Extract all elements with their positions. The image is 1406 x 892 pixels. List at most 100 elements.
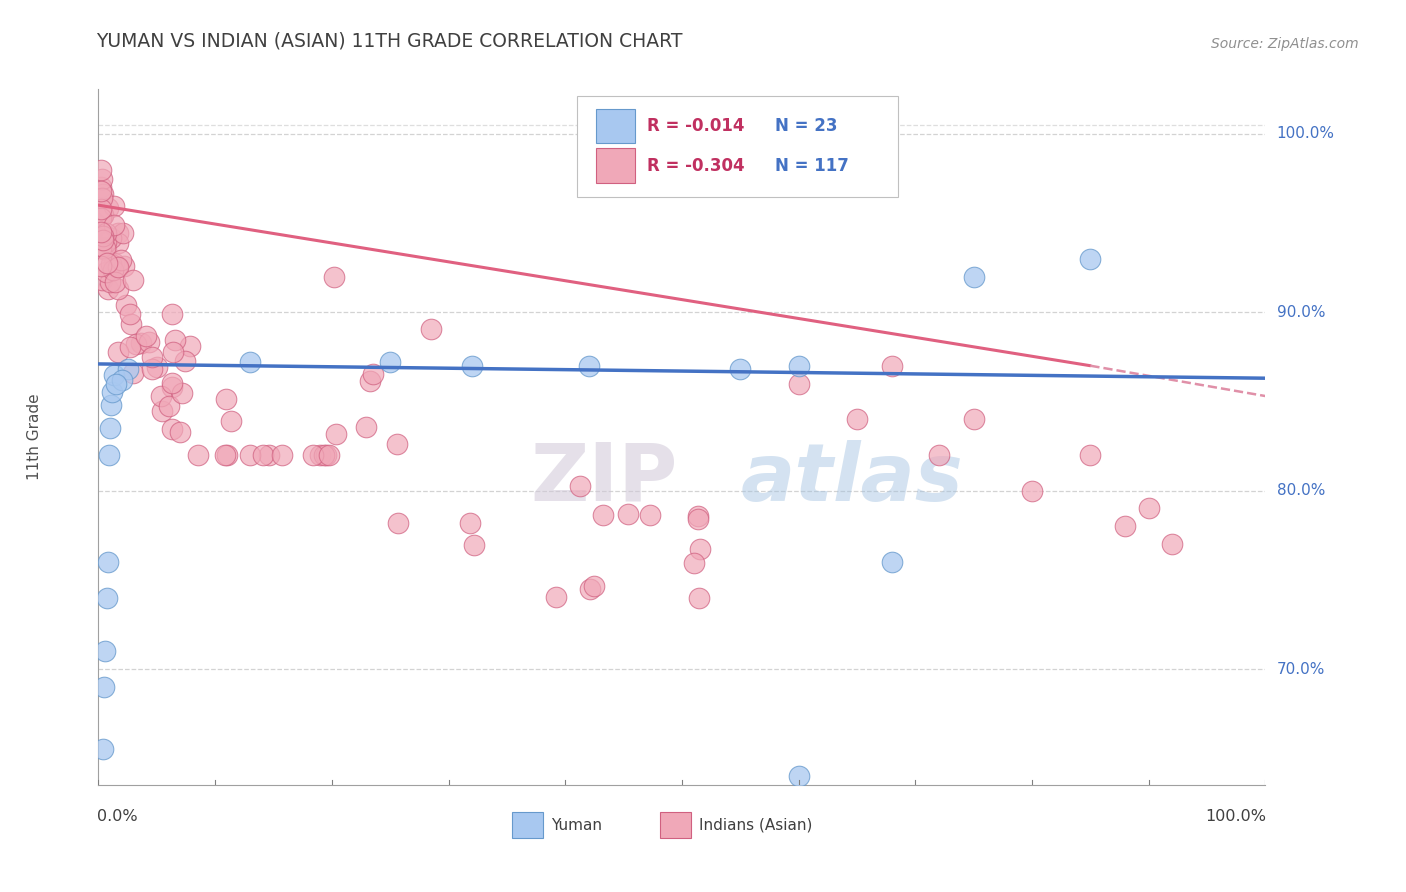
Point — [90, 172, 112, 186]
Point — [1161, 537, 1184, 551]
Point — [125, 337, 148, 351]
Point — [107, 260, 129, 274]
Point — [90, 203, 112, 218]
Point — [162, 345, 184, 359]
Point — [380, 355, 402, 369]
Text: Indians (Asian): Indians (Asian) — [699, 818, 813, 833]
Point — [163, 333, 186, 347]
Point — [90, 225, 112, 239]
Point — [215, 392, 238, 406]
Point — [583, 579, 606, 593]
Point — [683, 556, 706, 570]
Point — [962, 412, 984, 426]
Text: atlas: atlas — [741, 440, 963, 518]
Point — [100, 230, 122, 244]
Point — [98, 421, 121, 435]
Point — [387, 437, 409, 451]
Point — [928, 448, 950, 462]
Point — [689, 541, 711, 556]
Point — [270, 448, 292, 462]
Point — [122, 367, 145, 381]
Point — [117, 362, 139, 376]
Point — [219, 414, 242, 428]
Point — [90, 202, 112, 216]
Point — [179, 339, 201, 353]
Point — [91, 273, 114, 287]
Point — [361, 367, 384, 381]
Point — [93, 680, 115, 694]
Point — [90, 211, 112, 225]
Text: 100.0%: 100.0% — [1277, 127, 1334, 141]
Point — [118, 307, 141, 321]
Point — [120, 317, 142, 331]
Point — [97, 555, 120, 569]
Text: YUMAN VS INDIAN (ASIAN) 11TH GRADE CORRELATION CHART: YUMAN VS INDIAN (ASIAN) 11TH GRADE CORRE… — [96, 32, 682, 51]
Point — [138, 335, 160, 350]
Point — [96, 226, 118, 240]
Point — [308, 448, 330, 462]
Point — [105, 260, 128, 274]
Point — [91, 208, 114, 222]
Point — [110, 253, 132, 268]
Point — [1080, 448, 1102, 462]
Point — [578, 359, 600, 373]
Text: 90.0%: 90.0% — [1277, 305, 1324, 319]
Point — [100, 257, 122, 271]
Point — [93, 231, 115, 245]
Point — [787, 769, 810, 783]
Point — [107, 226, 129, 240]
Point — [111, 226, 134, 240]
Point — [90, 241, 112, 255]
Point — [846, 412, 869, 426]
Point — [112, 259, 135, 273]
Point — [103, 219, 125, 233]
Point — [146, 359, 169, 374]
Point — [107, 282, 129, 296]
FancyBboxPatch shape — [596, 109, 636, 144]
Point — [141, 350, 163, 364]
Text: Source: ZipAtlas.com: Source: ZipAtlas.com — [1211, 37, 1358, 51]
Point — [160, 307, 183, 321]
Point — [1080, 252, 1102, 266]
Point — [169, 425, 191, 439]
Point — [94, 244, 117, 258]
Point — [90, 184, 112, 198]
Point — [592, 508, 614, 522]
Point — [103, 199, 125, 213]
Point — [90, 163, 112, 178]
Point — [419, 321, 441, 335]
Text: 0.0%: 0.0% — [97, 809, 138, 824]
Point — [688, 509, 710, 524]
Point — [160, 421, 183, 435]
Point — [94, 644, 117, 658]
Point — [787, 359, 810, 373]
Point — [252, 448, 274, 462]
Point — [111, 373, 134, 387]
Point — [104, 276, 127, 290]
Point — [91, 192, 114, 206]
Point — [461, 359, 484, 373]
Text: R = -0.304: R = -0.304 — [647, 157, 745, 175]
Point — [94, 229, 117, 244]
Point — [149, 388, 172, 402]
Point — [301, 448, 323, 462]
Text: ZIP: ZIP — [530, 440, 678, 518]
Text: 70.0%: 70.0% — [1277, 662, 1324, 676]
Text: 100.0%: 100.0% — [1205, 809, 1267, 824]
Point — [91, 742, 114, 756]
Point — [121, 272, 143, 286]
Point — [94, 235, 117, 249]
Point — [787, 376, 810, 391]
Point — [239, 448, 262, 462]
Point — [170, 386, 193, 401]
Point — [90, 259, 112, 273]
FancyBboxPatch shape — [576, 96, 898, 197]
Text: Yuman: Yuman — [551, 818, 602, 833]
Text: R = -0.014: R = -0.014 — [647, 117, 744, 135]
Point — [96, 591, 118, 605]
Point — [187, 448, 209, 462]
Point — [617, 507, 640, 521]
Point — [544, 591, 567, 605]
Point — [688, 591, 710, 605]
Point — [101, 385, 124, 400]
